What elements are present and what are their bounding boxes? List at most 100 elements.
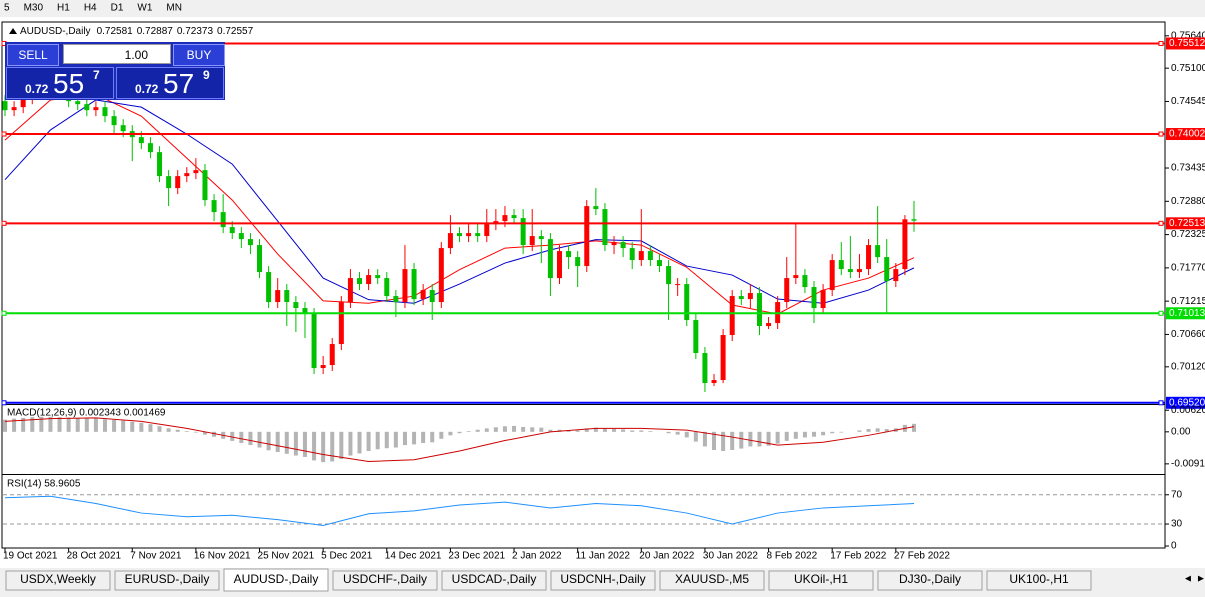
y-tick-label: 0.72325 <box>1171 229 1205 240</box>
macd-bar <box>866 429 871 432</box>
macd-bar <box>912 423 916 432</box>
macd-bar <box>348 431 353 456</box>
macd-bar <box>293 431 298 456</box>
chart-frame <box>1 21 1166 549</box>
macd-bar <box>602 428 607 432</box>
x-tick-label: 23 Dec 2021 <box>448 551 505 562</box>
chart-tab[interactable] <box>877 570 983 591</box>
level-handle[interactable] <box>1158 40 1164 46</box>
moving-average <box>4 94 915 315</box>
one-click-trading: SELL 1.00 BUY 0.72 55 7 0.72 57 9 <box>5 42 225 100</box>
chart-tab[interactable] <box>223 568 329 592</box>
chart-tab[interactable] <box>5 570 111 591</box>
level-handle[interactable] <box>1 220 7 226</box>
x-tick-label: 27 Feb 2022 <box>894 551 951 562</box>
macd-bar <box>530 427 535 432</box>
level-price-label: 0.72513 <box>1169 218 1205 229</box>
price-frac: 7 <box>93 68 100 82</box>
timeframe-button[interactable]: D1 <box>111 3 124 14</box>
macd-bar <box>875 428 880 432</box>
candle-body <box>411 269 417 300</box>
candle-body <box>902 219 908 270</box>
candle-body <box>347 278 353 303</box>
scroll-right[interactable]: ► <box>1196 574 1205 585</box>
x-tick-label: 11 Jan 2022 <box>576 551 631 562</box>
macd-bar <box>239 431 244 443</box>
macd-bar <box>275 431 280 453</box>
macd-bar <box>93 418 98 432</box>
candle-body <box>911 219 917 221</box>
macd-bar <box>466 431 471 432</box>
macd-bar <box>539 427 544 432</box>
macd-bar <box>230 431 235 441</box>
macd-bar <box>12 418 17 432</box>
sell-button[interactable]: SELL <box>7 44 59 66</box>
scroll-left[interactable]: ◄ <box>1183 574 1193 585</box>
macd-bar <box>502 426 507 432</box>
macd-bar <box>202 431 207 435</box>
timeframe-button[interactable]: H4 <box>84 3 97 14</box>
candle-body <box>529 236 535 246</box>
candle-body <box>538 236 544 240</box>
chart-tab[interactable] <box>659 570 765 591</box>
macd-bar <box>748 431 753 447</box>
candle-body <box>284 290 290 303</box>
timeframe-button[interactable]: H1 <box>57 3 70 14</box>
candle-body <box>257 245 263 273</box>
chart-tab[interactable] <box>768 570 874 591</box>
chart-tab[interactable] <box>550 570 656 591</box>
candle-body <box>856 269 862 273</box>
timeframe-button[interactable]: M30 <box>24 3 44 14</box>
candle-body <box>747 293 753 300</box>
chart-tab[interactable] <box>441 570 547 591</box>
chart-tab-label: XAUUSD-,M5 <box>675 572 749 586</box>
lot-input[interactable]: 1.00 <box>63 44 171 64</box>
candle-body <box>20 98 26 108</box>
sell-price[interactable]: 0.72 55 7 <box>6 67 114 99</box>
chart-tab[interactable] <box>114 570 220 591</box>
candle-body <box>11 107 17 111</box>
macd-bar <box>184 431 189 432</box>
timeframe-button[interactable]: 5 <box>4 3 10 14</box>
buy-button[interactable]: BUY <box>173 44 225 66</box>
chart-tab-label: EURUSD-,Daily <box>125 572 210 586</box>
candle-body <box>157 152 163 177</box>
candle-body <box>166 176 172 189</box>
timeframe-button[interactable]: W1 <box>137 3 152 14</box>
price-frac: 9 <box>203 68 210 82</box>
x-tick-label: 19 Oct 2021 <box>3 551 58 562</box>
level-handle[interactable] <box>1158 310 1164 316</box>
macd-bar <box>448 431 453 436</box>
candle-body <box>666 266 672 285</box>
y-tick-label: 70 <box>1171 489 1183 500</box>
level-handle[interactable] <box>1158 400 1164 406</box>
candle-body <box>638 251 644 261</box>
candle-body <box>466 233 472 237</box>
macd-bar <box>548 429 553 432</box>
candle-body <box>711 380 717 384</box>
chart-tab[interactable] <box>986 570 1092 591</box>
toolbar <box>0 0 1205 17</box>
level-handle[interactable] <box>1158 131 1164 137</box>
symbol: AUDUSD-,Daily <box>20 26 91 37</box>
symbol-icon <box>9 28 17 34</box>
candle-body <box>111 116 117 126</box>
chart-tab[interactable] <box>332 570 438 591</box>
level-handle[interactable] <box>1 310 7 316</box>
level-handle[interactable] <box>1158 220 1164 226</box>
candle-body <box>438 248 444 303</box>
buy-price[interactable]: 0.72 57 9 <box>116 67 224 99</box>
macd-bar <box>357 431 362 454</box>
macd-bar <box>766 431 771 446</box>
candle-body <box>693 320 699 354</box>
level-price-box <box>1166 307 1205 320</box>
chart-tab-label: USDCAD-,Daily <box>452 572 537 586</box>
macd-bar <box>30 417 35 432</box>
timeframe-button[interactable]: MN <box>166 3 182 14</box>
macd-bar <box>775 431 780 444</box>
level-handle[interactable] <box>1 400 7 406</box>
candle-body <box>702 353 708 384</box>
macd-signal <box>4 417 915 462</box>
candle-body <box>93 107 99 111</box>
level-handle[interactable] <box>1 131 7 137</box>
